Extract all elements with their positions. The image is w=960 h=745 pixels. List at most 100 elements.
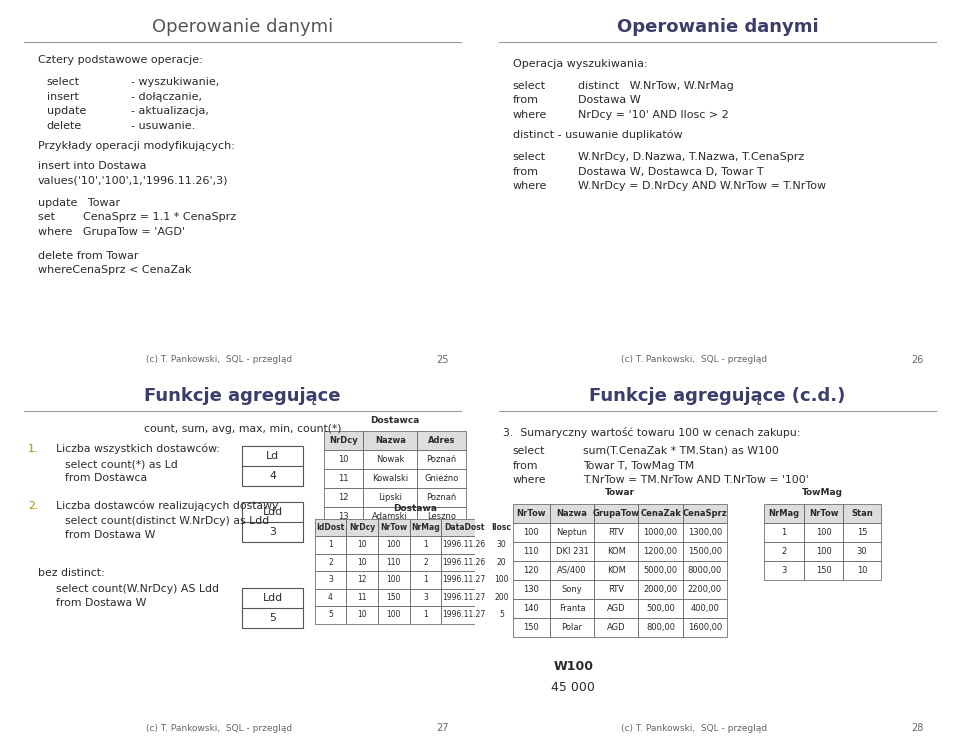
Text: 45 000: 45 000 xyxy=(551,681,595,694)
Text: 2: 2 xyxy=(423,558,428,567)
Bar xyxy=(315,554,347,571)
Text: DKI 231: DKI 231 xyxy=(556,547,588,556)
Bar xyxy=(315,589,347,606)
Text: Funkcje agregujące (c.d.): Funkcje agregujące (c.d.) xyxy=(589,387,846,405)
Text: Ldd: Ldd xyxy=(263,593,283,603)
Text: distinct   W.NrTow, W.NrMag: distinct W.NrTow, W.NrMag xyxy=(578,81,733,91)
Text: W.NrDcy = D.NrDcy AND W.NrTow = T.NrTow: W.NrDcy = D.NrDcy AND W.NrTow = T.NrTow xyxy=(578,181,826,191)
Text: 100: 100 xyxy=(387,610,401,619)
Text: Gnieźno: Gnieźno xyxy=(424,474,459,483)
Text: Nazwa: Nazwa xyxy=(557,509,588,518)
Bar xyxy=(764,523,804,542)
Bar xyxy=(324,507,364,526)
Text: 1996.11.27: 1996.11.27 xyxy=(443,575,486,584)
Text: Sony: Sony xyxy=(562,585,583,594)
Text: NrTow: NrTow xyxy=(516,509,546,518)
Text: Kowalski: Kowalski xyxy=(372,474,408,483)
Text: Lipski: Lipski xyxy=(378,493,402,502)
Bar xyxy=(513,542,550,561)
Bar xyxy=(442,606,487,624)
Text: 30: 30 xyxy=(496,540,506,549)
Text: NrTow: NrTow xyxy=(380,523,407,532)
Text: 1600,00: 1600,00 xyxy=(687,623,722,632)
Bar xyxy=(347,571,378,589)
Text: NrMag: NrMag xyxy=(411,523,440,532)
Text: (c) T. Pankowski,  SQL - przegląd: (c) T. Pankowski, SQL - przegląd xyxy=(146,355,292,364)
Bar xyxy=(324,488,364,507)
Bar xyxy=(594,523,638,542)
Text: 1000,00: 1000,00 xyxy=(643,528,678,537)
Text: Towar: Towar xyxy=(605,489,635,498)
Text: insert into Dostawa: insert into Dostawa xyxy=(37,161,146,171)
Bar xyxy=(594,542,638,561)
Text: 3.  Sumaryczny wartość towaru 100 w cenach zakupu:: 3. Sumaryczny wartość towaru 100 w cenac… xyxy=(503,427,801,438)
Bar xyxy=(843,561,880,580)
Bar xyxy=(410,589,442,606)
Text: 1: 1 xyxy=(423,575,428,584)
Text: update: update xyxy=(47,107,86,116)
Text: count, sum, avg, max, min, count(*): count, sum, avg, max, min, count(*) xyxy=(144,424,341,434)
Text: 150: 150 xyxy=(816,566,831,575)
Bar xyxy=(683,599,727,618)
Text: 2000,00: 2000,00 xyxy=(643,585,678,594)
Text: Poznań: Poznań xyxy=(426,455,457,464)
Text: Nazwa: Nazwa xyxy=(374,436,406,445)
Bar xyxy=(347,536,378,554)
Text: 1200,00: 1200,00 xyxy=(643,547,678,556)
Text: select count(distinct W.NrDcy) as Ldd: select count(distinct W.NrDcy) as Ldd xyxy=(65,516,270,526)
Bar xyxy=(378,519,410,536)
Text: 130: 130 xyxy=(523,585,540,594)
Text: 100: 100 xyxy=(494,575,509,584)
Text: 140: 140 xyxy=(523,603,540,613)
Text: NrDcy: NrDcy xyxy=(348,523,375,532)
Text: 100: 100 xyxy=(523,528,540,537)
Bar xyxy=(378,589,410,606)
Bar xyxy=(513,561,550,580)
Text: select: select xyxy=(47,77,80,87)
Text: RTV: RTV xyxy=(609,528,624,537)
Bar xyxy=(378,606,410,624)
Bar xyxy=(417,507,466,526)
Text: 3: 3 xyxy=(781,566,786,575)
Text: - aktualizacja,: - aktualizacja, xyxy=(131,107,208,116)
Text: 11: 11 xyxy=(339,474,348,483)
Bar xyxy=(315,606,347,624)
Bar xyxy=(364,469,417,488)
Bar xyxy=(315,519,347,536)
Bar xyxy=(347,606,378,624)
Text: from Dostawca: from Dostawca xyxy=(65,473,148,484)
Bar xyxy=(364,507,417,526)
Text: 15: 15 xyxy=(856,528,867,537)
Text: T.NrTow = TM.NrTow AND T.NrTow = '100': T.NrTow = TM.NrTow AND T.NrTow = '100' xyxy=(583,475,808,485)
Bar xyxy=(683,542,727,561)
Text: select count(W.NrDcy) AS Ldd: select count(W.NrDcy) AS Ldd xyxy=(56,583,219,594)
Text: 400,00: 400,00 xyxy=(690,603,719,613)
Text: Polar: Polar xyxy=(562,623,583,632)
Bar xyxy=(683,504,727,523)
Text: Leszno: Leszno xyxy=(427,512,456,521)
Text: 11: 11 xyxy=(357,593,367,602)
Text: 10: 10 xyxy=(856,566,867,575)
Text: 120: 120 xyxy=(523,566,540,575)
Bar xyxy=(487,519,516,536)
Text: 26: 26 xyxy=(912,355,924,364)
Bar xyxy=(594,599,638,618)
Bar xyxy=(378,554,410,571)
Bar xyxy=(683,561,727,580)
Bar xyxy=(638,599,683,618)
Bar xyxy=(513,580,550,599)
Text: CenaSprz: CenaSprz xyxy=(683,509,727,518)
Text: 2: 2 xyxy=(328,558,333,567)
Text: select: select xyxy=(513,152,546,162)
Text: 1: 1 xyxy=(423,540,428,549)
Bar xyxy=(378,536,410,554)
Text: 150: 150 xyxy=(523,623,540,632)
Text: 5: 5 xyxy=(269,613,276,623)
Text: 100: 100 xyxy=(816,528,831,537)
Text: 1: 1 xyxy=(781,528,786,537)
Text: Ldd: Ldd xyxy=(263,507,283,517)
Bar xyxy=(315,536,347,554)
Text: 500,00: 500,00 xyxy=(646,603,675,613)
Text: 5: 5 xyxy=(328,610,333,619)
Bar xyxy=(638,523,683,542)
